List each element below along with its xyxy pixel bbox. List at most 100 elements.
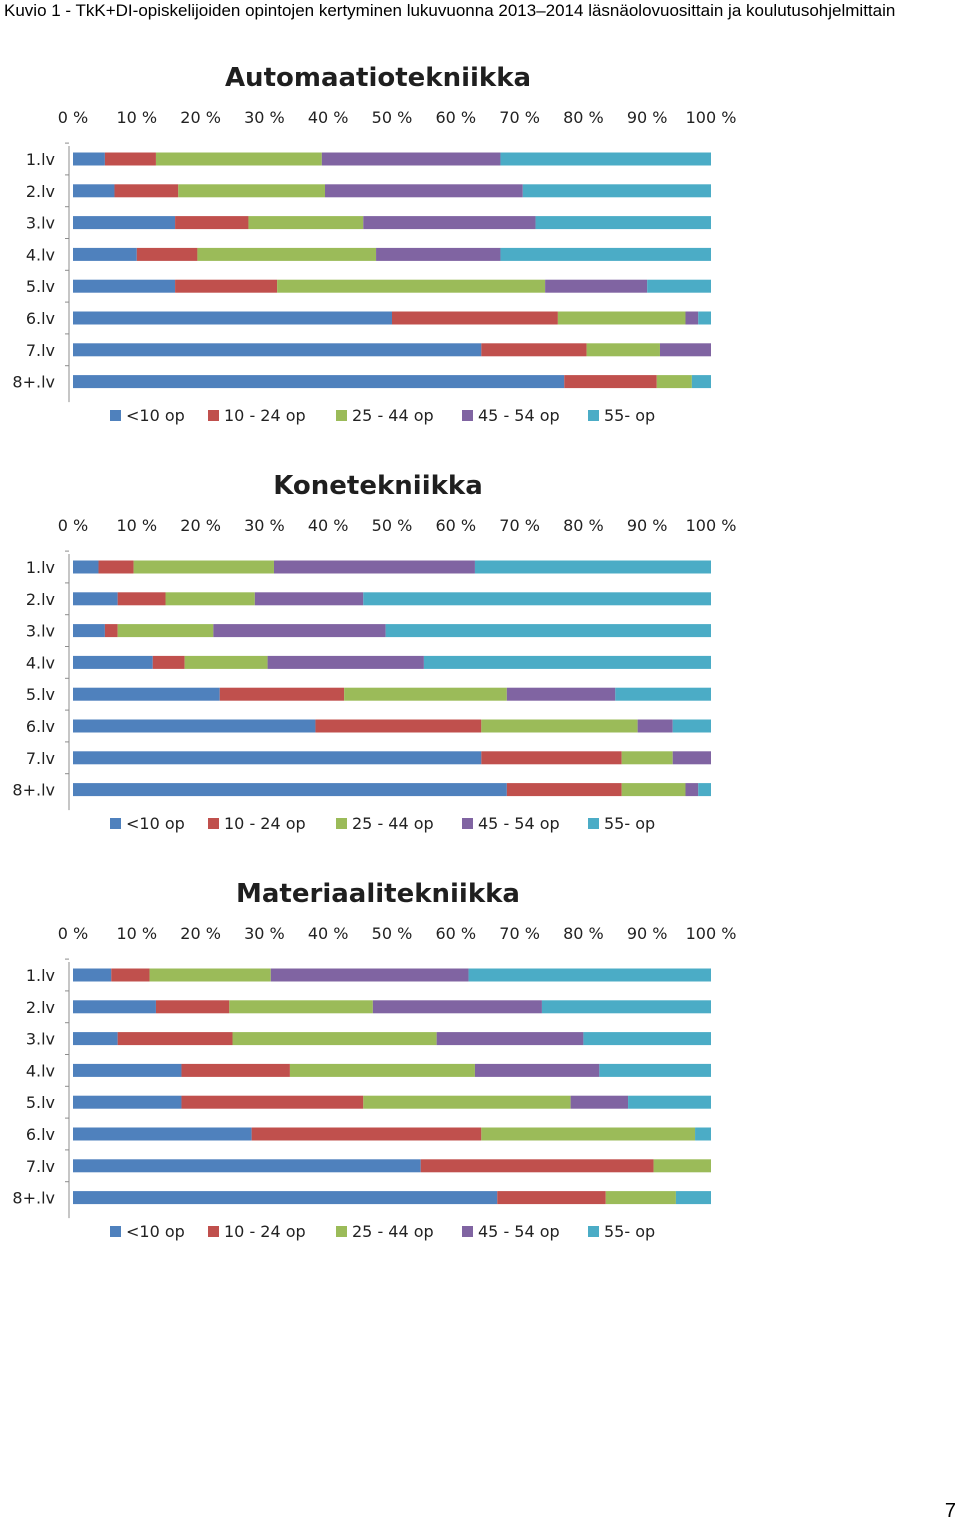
x-tick-label: 0 % <box>58 924 88 943</box>
legend-swatch-45-54-op <box>462 410 473 421</box>
bar-2-lv-55-op <box>522 184 711 198</box>
category-label: 4.lv <box>26 1061 55 1080</box>
bar-8-lv-10-24-op <box>564 375 657 389</box>
chart-konetekniikka: Konetekniikka 0 % 10 % 20 % 30 % 40 % 50 % 60 %… <box>12 471 736 833</box>
bar-1-lv-10-24-op <box>98 560 134 574</box>
bar-8-lv-10-24-op <box>497 1191 606 1205</box>
bar-3-lv-55-op <box>535 216 711 230</box>
bar-1-lv-55-op <box>474 560 711 574</box>
bar-1-lv-10-op <box>73 560 99 574</box>
bar-7-lv-10-24-op <box>481 343 587 357</box>
bar-6-lv-45-54-op <box>685 311 699 325</box>
legend-swatch-45-54-op <box>462 818 473 829</box>
x-tick-label: 20 % <box>180 108 221 127</box>
bar-5-lv-10-op <box>73 279 176 293</box>
chart-title: Automaatiotekniikka <box>225 63 531 93</box>
bar-5-lv-25-44-op <box>344 687 507 701</box>
bar-8-lv-55-op <box>691 375 711 389</box>
legend-label: <10 op <box>126 1222 185 1241</box>
legend-label: 55- op <box>604 406 655 425</box>
bar-6-lv-10-24-op <box>315 719 482 733</box>
bar-5-lv-55-op <box>647 279 711 293</box>
x-tick-label: 50 % <box>372 516 413 535</box>
legend-swatch-25-44-op <box>336 410 347 421</box>
x-tick-label: 80 % <box>563 108 604 127</box>
chart-title: Materiaalitekniikka <box>236 879 520 909</box>
bar-1-lv-45-54-op <box>321 152 501 166</box>
chart-automaatiotekniikka: Automaatiotekniikka 0 % 10 % 20 % 30 % 40 % 50… <box>12 63 736 425</box>
bar-1-lv-25-44-op <box>155 152 322 166</box>
bar-6-lv-55-op <box>698 311 711 325</box>
bar-6-lv-25-44-op <box>481 1127 696 1141</box>
figure-caption: Kuvio 1 - TkK+DI-opiskelijoiden opintoje… <box>4 1 896 20</box>
bar-1-lv-55-op <box>500 152 711 166</box>
x-tick-label: 100 % <box>686 924 737 943</box>
bar-1-lv-10-24-op <box>111 968 150 982</box>
bar-8-lv-10-op <box>73 783 507 797</box>
category-label: 2.lv <box>26 590 55 609</box>
x-tick-label: 40 % <box>308 516 349 535</box>
bar-7-lv-45-54-op <box>672 751 711 765</box>
bar-7-lv-25-44-op <box>586 343 660 357</box>
bar-8-lv-55-op <box>675 1191 711 1205</box>
bar-4-lv-25-44-op <box>289 1063 475 1077</box>
chart-materiaalitekniikka: Materiaalitekniikka 0 % 10 % 20 % 30 % 40 % 50… <box>12 879 737 1241</box>
category-label: 7.lv <box>26 341 55 360</box>
category-label: 8+.lv <box>12 373 55 392</box>
category-label: 8+.lv <box>12 1189 55 1208</box>
bar-8-lv-25-44-op <box>621 783 686 797</box>
bar-4-lv-10-op <box>73 1063 182 1077</box>
legend-label: 55- op <box>604 1222 655 1241</box>
bar-2-lv-25-44-op <box>229 1000 373 1014</box>
bar-7-lv-10-op <box>73 751 482 765</box>
bar-1-lv-45-54-op <box>270 968 469 982</box>
category-label: 1.lv <box>26 966 55 985</box>
x-tick-label: 30 % <box>244 924 285 943</box>
category-label: 5.lv <box>26 277 55 296</box>
legend-swatch-45-54-op <box>462 1226 473 1237</box>
legend-swatch-55-op <box>588 1226 599 1237</box>
x-tick-label: 20 % <box>180 516 221 535</box>
chart-title: Konetekniikka <box>273 471 483 501</box>
category-label: 5.lv <box>26 685 55 704</box>
category-label: 5.lv <box>26 1093 55 1112</box>
bar-8-lv-25-44-op <box>656 375 692 389</box>
bar-1-lv-25-44-op <box>149 968 271 982</box>
legend-label: 10 - 24 op <box>224 814 306 833</box>
legend-label: 25 - 44 op <box>352 814 434 833</box>
legend-swatch-10-op <box>110 818 121 829</box>
bar-2-lv-10-op <box>73 1000 156 1014</box>
x-tick-label: 0 % <box>58 516 88 535</box>
bar-1-lv-45-54-op <box>273 560 475 574</box>
legend-swatch-10-24-op <box>208 410 219 421</box>
bar-6-lv-10-op <box>73 1127 252 1141</box>
x-tick-label: 30 % <box>244 516 285 535</box>
category-label: 6.lv <box>26 1125 55 1144</box>
bar-8-lv-55-op <box>698 783 711 797</box>
x-tick-label: 0 % <box>58 108 88 127</box>
bar-5-lv-55-op <box>615 687 711 701</box>
category-label: 4.lv <box>26 653 55 672</box>
bar-5-lv-10-op <box>73 687 220 701</box>
bar-6-lv-10-24-op <box>392 311 558 325</box>
page-number: 7 <box>944 1500 956 1522</box>
legend-swatch-25-44-op <box>336 1226 347 1237</box>
bar-7-lv-10-24-op <box>420 1159 654 1173</box>
bar-6-lv-10-op <box>73 311 392 325</box>
category-label: 7.lv <box>26 749 55 768</box>
legend-swatch-10-24-op <box>208 818 219 829</box>
bar-4-lv-10-24-op <box>152 655 185 669</box>
bar-2-lv-25-44-op <box>178 184 326 198</box>
bar-5-lv-10-24-op <box>219 687 345 701</box>
x-tick-label: 30 % <box>244 108 285 127</box>
bar-3-lv-25-44-op <box>232 1032 437 1046</box>
bar-6-lv-55-op <box>672 719 711 733</box>
bar-3-lv-10-24-op <box>104 624 118 638</box>
legend-label: <10 op <box>126 406 185 425</box>
legend-label: 45 - 54 op <box>478 814 560 833</box>
bar-6-lv-25-44-op <box>481 719 638 733</box>
bar-7-lv-10-op <box>73 343 482 357</box>
bar-1-lv-10-24-op <box>104 152 156 166</box>
bar-6-lv-10-op <box>73 719 316 733</box>
bar-6-lv-10-24-op <box>251 1127 482 1141</box>
